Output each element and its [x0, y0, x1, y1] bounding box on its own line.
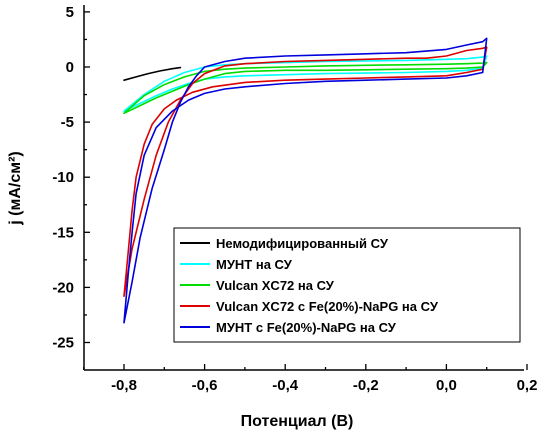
- x-axis-title: Потенциал (В): [241, 413, 354, 430]
- plot-frame: [83, 5, 524, 371]
- x-tick-label: -0,4: [272, 377, 299, 394]
- y-tick-label: -25: [52, 335, 74, 352]
- y-tick-label: 0: [66, 59, 74, 76]
- series-line-4: [123, 46, 488, 298]
- legend-label: Vulcan XC72 на СУ: [216, 278, 335, 293]
- y-tick-label: -5: [61, 114, 74, 131]
- x-tick-label: 0,2: [517, 377, 538, 394]
- x-tick-label: -0,2: [353, 377, 379, 394]
- legend-label: МУНТ на СУ: [216, 257, 293, 272]
- x-ticks: -0,8 -0,6 -0,4 -0,2 0,0 0,2: [83, 364, 538, 394]
- series-curves: [123, 37, 488, 324]
- y-tick-label: -15: [52, 224, 74, 241]
- legend-box: [173, 227, 521, 343]
- x-tick-label: 0,0: [436, 377, 457, 394]
- y-tick-label: 5: [66, 4, 74, 21]
- series-line-5: [123, 37, 488, 324]
- x-tick-label: -0,6: [192, 377, 218, 394]
- x-tick-label: -0,8: [111, 377, 137, 394]
- series-line-3: [123, 61, 488, 115]
- y-tick-label: -20: [52, 279, 74, 296]
- series-line-1: [123, 66, 182, 81]
- legend-label: МУНТ с Fe(20%)-NaPG на СУ: [216, 320, 397, 335]
- legend-label: Vulcan XC72 с Fe(20%)-NaPG на СУ: [216, 299, 439, 314]
- y-ticks: 5 0 -5 -10 -15 -20 -25: [52, 4, 90, 352]
- y-tick-label: -10: [52, 169, 74, 186]
- y-axis-title: j (мА/см²): [7, 151, 24, 225]
- legend-label: Немодифицированный СУ: [216, 236, 389, 251]
- legend: Немодифицированный СУ МУНТ на СУ Vulcan XC…: [173, 227, 521, 343]
